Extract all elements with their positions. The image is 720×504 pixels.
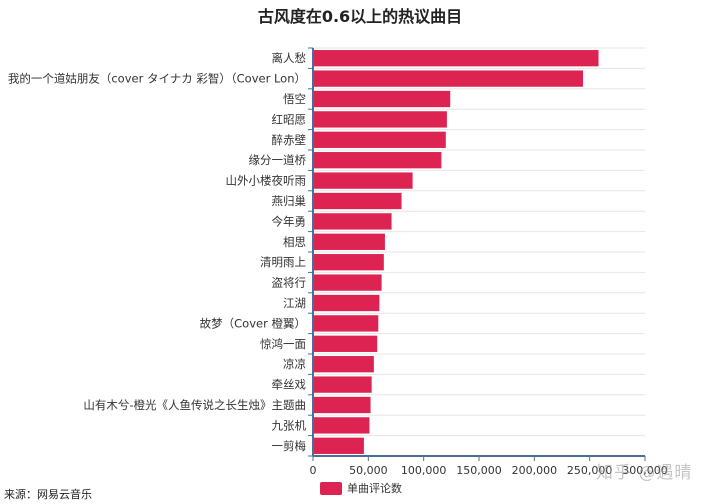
category-label: 悟空 bbox=[283, 92, 306, 106]
x-tick-label: 300,000 bbox=[622, 464, 668, 477]
bar bbox=[313, 315, 379, 332]
x-tick-labels: 0 50,000 100,000 150,000 200,000 250,000 300,0… bbox=[310, 464, 668, 477]
bar bbox=[313, 172, 413, 189]
bar bbox=[313, 294, 380, 312]
category-label: 燕归巢 bbox=[272, 194, 307, 208]
x-tick-label: 0 bbox=[310, 464, 317, 477]
category-label: 山外小楼夜听雨 bbox=[226, 174, 307, 188]
bar bbox=[313, 192, 402, 210]
bar bbox=[313, 50, 599, 67]
chart-title: 古风度在0.6以上的热议曲目 bbox=[258, 7, 462, 26]
category-label: 九张机 bbox=[272, 418, 307, 432]
category-label: 我的一个道姑朋友（cover タイナカ 彩智）（Cover Lon） bbox=[8, 72, 306, 86]
bar bbox=[313, 213, 392, 230]
category-label: 相思 bbox=[283, 235, 306, 249]
category-label: 山有木兮-橙光《人鱼传说之长生烛》主题曲 bbox=[83, 398, 306, 412]
bar bbox=[313, 70, 584, 87]
bar bbox=[313, 233, 385, 250]
x-tick-label: 200,000 bbox=[512, 464, 558, 477]
category-label: 清明雨上 bbox=[260, 255, 306, 269]
category-label: 红昭愿 bbox=[272, 112, 307, 126]
category-label: 故梦（Cover 橙翼） bbox=[200, 316, 306, 330]
source-note: 来源：网易云音乐 bbox=[4, 488, 92, 501]
category-label: 缘分一道桥 bbox=[249, 153, 307, 167]
category-label: 牵丝戏 bbox=[272, 378, 307, 392]
x-tick-label: 100,000 bbox=[401, 464, 447, 477]
category-label: 江湖 bbox=[283, 296, 306, 310]
category-label: 盗将行 bbox=[272, 276, 307, 290]
axes bbox=[308, 47, 646, 461]
bar bbox=[313, 356, 374, 373]
category-label: 凉凉 bbox=[283, 357, 306, 371]
category-label: 离人愁 bbox=[272, 51, 307, 65]
bar bbox=[313, 437, 364, 454]
category-label: 醉赤壁 bbox=[272, 133, 307, 147]
bar bbox=[313, 376, 372, 393]
bar bbox=[313, 131, 446, 148]
bars bbox=[313, 50, 599, 454]
legend-swatch[interactable] bbox=[320, 482, 342, 495]
legend[interactable]: 单曲评论数 bbox=[320, 481, 402, 495]
bar bbox=[313, 111, 447, 128]
legend-label[interactable]: 单曲评论数 bbox=[347, 481, 402, 495]
x-tick-label: 150,000 bbox=[456, 464, 502, 477]
bar bbox=[313, 90, 451, 108]
bar bbox=[313, 335, 378, 352]
x-tick-label: 250,000 bbox=[567, 464, 613, 477]
category-label: 今年勇 bbox=[272, 214, 307, 228]
bar bbox=[313, 254, 384, 271]
watermark: 知乎 @遇晴 bbox=[596, 463, 693, 483]
bar bbox=[313, 417, 370, 434]
category-label: 一剪梅 bbox=[272, 439, 307, 453]
gridlines bbox=[313, 47, 645, 457]
bar bbox=[313, 274, 382, 291]
bar bbox=[313, 152, 442, 169]
x-tick-label: 50,000 bbox=[349, 464, 388, 477]
category-label: 惊鸿一面 bbox=[260, 337, 306, 351]
bar bbox=[313, 396, 371, 414]
